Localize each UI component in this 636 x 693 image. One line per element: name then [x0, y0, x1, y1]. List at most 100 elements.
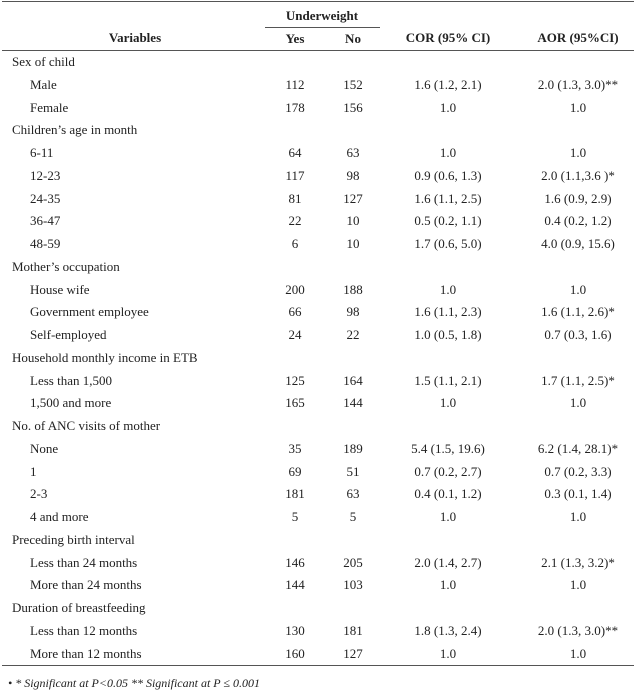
no-cell: 181 [343, 622, 363, 638]
yes-cell: 200 [285, 281, 305, 297]
yes-cell: 22 [288, 213, 302, 229]
yes-cell: 181 [285, 486, 305, 502]
subheader-rule [265, 27, 380, 28]
header-cell: Yes [285, 31, 305, 46]
yes-cell: 24 [288, 327, 302, 342]
cor-cell: 0.7 (0.2, 2.7) [414, 463, 482, 479]
group-label: No. of ANC visits of mother [12, 418, 161, 433]
footnote: • * Significant at P<0.05 ** Significant… [8, 676, 260, 690]
group-label: Mother’s occupation [12, 258, 120, 274]
yes-cell: 165 [285, 395, 305, 411]
row-label: More than 12 months [30, 645, 142, 661]
row-label: Government employee [30, 304, 149, 320]
top-rule [2, 1, 634, 2]
row-label: 12-23 [30, 167, 61, 183]
group-label: Duration of breastfeeding [12, 600, 146, 615]
yes-cell: 146 [285, 554, 305, 570]
no-cell: 51 [346, 463, 360, 479]
bottom-rule [2, 665, 634, 666]
aor-cell: 4.0 (0.9, 15.6) [541, 236, 615, 251]
group-label: Preceding birth interval [12, 531, 135, 547]
no-cell: 152 [343, 76, 363, 92]
header-cell: COR (95% CI) [405, 30, 491, 45]
aor-cell: 1.0 [569, 99, 587, 115]
row-label: 1 [30, 463, 37, 479]
row-label: 4 and more [30, 509, 89, 524]
aor-cell: 1.0 [569, 281, 587, 297]
cor-cell: 2.0 (1.4, 2.7) [414, 554, 482, 570]
cor-cell: 0.4 (0.1, 1.2) [414, 486, 482, 502]
aor-cell: 0.7 (0.3, 1.6) [544, 327, 612, 342]
yes-cell: 64 [288, 145, 302, 160]
aor-cell: 1.0 [569, 145, 587, 160]
row-label: House wife [30, 281, 90, 297]
yes-cell: 144 [285, 577, 305, 593]
cor-cell: 0.5 (0.2, 1.1) [414, 213, 482, 229]
yes-cell: 117 [285, 167, 305, 183]
aor-cell: 6.2 (1.4, 28.1)* [537, 440, 619, 456]
no-cell: 10 [346, 213, 360, 229]
cor-cell: 1.0 (0.5, 1.8) [414, 327, 482, 342]
cor-cell: 1.0 [439, 145, 457, 160]
cor-cell: 1.0 [439, 577, 457, 593]
cor-cell: 0.9 (0.6, 1.3) [414, 167, 482, 183]
no-cell: 127 [343, 190, 363, 206]
header-cell: AOR (95%CI) [537, 30, 619, 45]
aor-cell: 1.6 (1.1, 2.6)* [541, 304, 615, 320]
cor-cell: 1.0 [439, 99, 457, 115]
row-label: Male [30, 76, 57, 92]
aor-cell: 1.7 (1.1, 2.5)* [541, 372, 615, 388]
group-label: Sex of child [12, 54, 75, 69]
yes-cell: 178 [285, 99, 305, 115]
cor-cell: 1.5 (1.1, 2.1) [414, 372, 482, 388]
no-cell: 205 [343, 554, 363, 570]
no-cell: 22 [346, 327, 360, 342]
no-cell: 156 [343, 99, 363, 115]
no-cell: 189 [343, 440, 363, 456]
row-label: More than 24 months [30, 577, 142, 593]
yes-cell: 69 [288, 463, 302, 479]
no-cell: 103 [343, 577, 363, 593]
header-cell: No [345, 31, 361, 46]
aor-cell: 2.0 (1.3, 3.0)** [537, 622, 619, 638]
group-label: Household monthly income in ETB [12, 349, 198, 365]
row-label: 36-47 [30, 213, 61, 229]
cor-cell: 1.6 (1.1, 2.5) [414, 190, 482, 206]
no-cell: 98 [346, 167, 360, 183]
yes-cell: 130 [285, 622, 305, 638]
yes-cell: 160 [285, 645, 305, 661]
aor-cell: 2.0 (1.3, 3.0)** [537, 76, 619, 92]
row-label: 1,500 and more [30, 395, 112, 411]
no-cell: 63 [346, 486, 360, 502]
header-cell: Underweight [285, 8, 359, 23]
aor-cell: 1.0 [569, 395, 587, 411]
no-cell: 98 [346, 304, 360, 320]
yes-cell: 6 [291, 236, 299, 251]
yes-cell: 66 [288, 304, 302, 320]
yes-cell: 125 [285, 372, 305, 388]
aor-cell: 0.3 (0.1, 1.4) [544, 486, 612, 502]
row-label: Female [30, 99, 69, 115]
header-cell: Variables [108, 30, 162, 45]
group-label: Children’s age in month [12, 122, 138, 138]
row-label: Self-employed [30, 327, 107, 342]
yes-cell: 81 [288, 190, 302, 206]
row-label: None [30, 440, 59, 456]
cor-cell: 1.6 (1.2, 2.1) [414, 76, 482, 92]
row-label: Less than 1,500 [30, 372, 112, 388]
cor-cell: 5.4 (1.5, 19.6) [411, 440, 485, 456]
no-cell: 10 [346, 236, 360, 251]
cor-cell: 1.0 [439, 281, 457, 297]
row-label: 6-11 [30, 145, 54, 160]
header-rule [2, 50, 634, 51]
aor-cell: 1.0 [569, 645, 587, 661]
aor-cell: 0.4 (0.2, 1.2) [544, 213, 612, 229]
row-label: 24-35 [30, 190, 61, 206]
aor-cell: 0.7 (0.2, 3.3) [544, 463, 612, 479]
yes-cell: 35 [288, 440, 302, 456]
no-cell: 63 [346, 145, 360, 160]
row-label: 48-59 [30, 236, 61, 251]
no-cell: 164 [343, 372, 363, 388]
aor-cell: 2.0 (1.1,3.6 )* [541, 167, 615, 183]
aor-cell: 2.1 (1.3, 3.2)* [541, 554, 615, 570]
